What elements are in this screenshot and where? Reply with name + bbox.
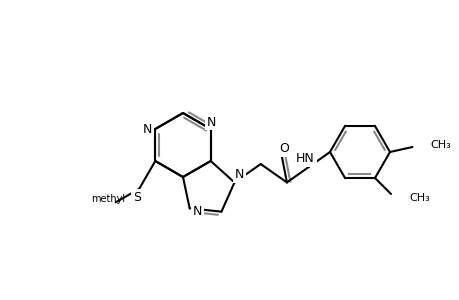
Text: N: N (142, 122, 151, 136)
Text: O: O (278, 142, 288, 155)
Text: CH₃: CH₃ (408, 193, 429, 203)
Text: N: N (207, 116, 216, 128)
Text: CH₃: CH₃ (430, 140, 450, 150)
Text: S: S (133, 191, 141, 204)
Text: N: N (192, 205, 202, 218)
Text: N: N (234, 168, 244, 181)
Text: HN: HN (296, 152, 314, 165)
Text: methyl: methyl (90, 194, 124, 204)
